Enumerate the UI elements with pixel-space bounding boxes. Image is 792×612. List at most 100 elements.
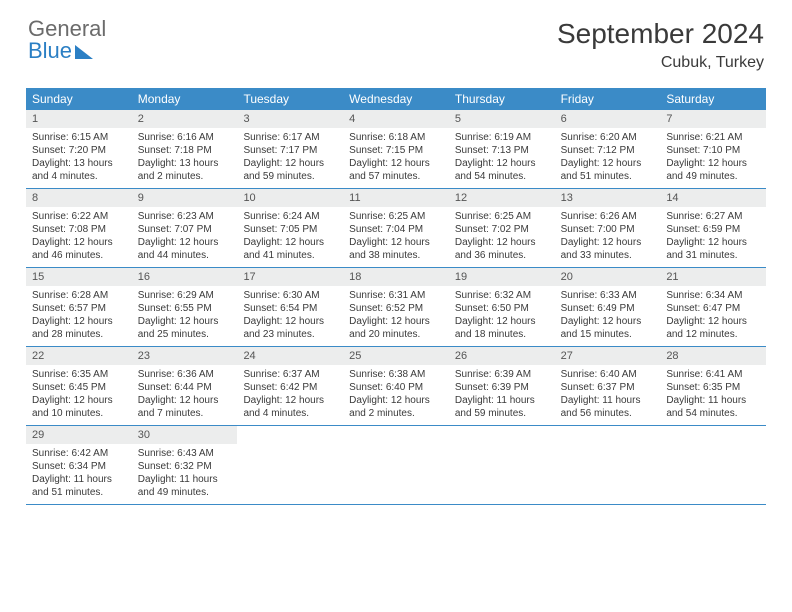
day-cell: 18Sunrise: 6:31 AMSunset: 6:52 PMDayligh… [343, 268, 449, 346]
day-line-d1: Daylight: 12 hours [561, 157, 655, 170]
logo: General Blue [28, 18, 106, 62]
day-line-d2: and 49 minutes. [138, 486, 232, 499]
day-line-sr: Sunrise: 6:27 AM [666, 210, 760, 223]
day-line-d2: and 36 minutes. [455, 249, 549, 262]
day-line-d2: and 49 minutes. [666, 170, 760, 183]
day-line-d1: Daylight: 12 hours [455, 236, 549, 249]
day-line-ss: Sunset: 7:08 PM [32, 223, 126, 236]
day-line-ss: Sunset: 6:32 PM [138, 460, 232, 473]
day-cell: 14Sunrise: 6:27 AMSunset: 6:59 PMDayligh… [660, 189, 766, 267]
day-line-d1: Daylight: 12 hours [561, 315, 655, 328]
day-line-sr: Sunrise: 6:23 AM [138, 210, 232, 223]
day-number: 20 [555, 268, 661, 286]
day-line-d1: Daylight: 13 hours [32, 157, 126, 170]
day-line-d2: and 31 minutes. [666, 249, 760, 262]
day-content: Sunrise: 6:41 AMSunset: 6:35 PMDaylight:… [660, 365, 766, 424]
day-line-sr: Sunrise: 6:32 AM [455, 289, 549, 302]
day-content: Sunrise: 6:16 AMSunset: 7:18 PMDaylight:… [132, 128, 238, 187]
day-line-ss: Sunset: 7:10 PM [666, 144, 760, 157]
day-line-d1: Daylight: 12 hours [666, 157, 760, 170]
day-content: Sunrise: 6:19 AMSunset: 7:13 PMDaylight:… [449, 128, 555, 187]
day-line-sr: Sunrise: 6:40 AM [561, 368, 655, 381]
day-line-ss: Sunset: 6:57 PM [32, 302, 126, 315]
week-row: 29Sunrise: 6:42 AMSunset: 6:34 PMDayligh… [26, 426, 766, 505]
day-line-ss: Sunset: 7:18 PM [138, 144, 232, 157]
day-cell: 16Sunrise: 6:29 AMSunset: 6:55 PMDayligh… [132, 268, 238, 346]
day-line-sr: Sunrise: 6:20 AM [561, 131, 655, 144]
day-line-d2: and 18 minutes. [455, 328, 549, 341]
day-line-d2: and 54 minutes. [455, 170, 549, 183]
day-line-d1: Daylight: 12 hours [349, 394, 443, 407]
day-number: 16 [132, 268, 238, 286]
day-line-sr: Sunrise: 6:17 AM [243, 131, 337, 144]
day-number: 1 [26, 110, 132, 128]
day-line-d2: and 10 minutes. [32, 407, 126, 420]
day-line-sr: Sunrise: 6:34 AM [666, 289, 760, 302]
day-cell: 6Sunrise: 6:20 AMSunset: 7:12 PMDaylight… [555, 110, 661, 188]
logo-line1: General [28, 18, 106, 40]
day-cell: 26Sunrise: 6:39 AMSunset: 6:39 PMDayligh… [449, 347, 555, 425]
day-header: Thursday [449, 88, 555, 110]
day-line-d1: Daylight: 12 hours [243, 157, 337, 170]
day-number: 17 [237, 268, 343, 286]
day-cell: 17Sunrise: 6:30 AMSunset: 6:54 PMDayligh… [237, 268, 343, 346]
day-header: Sunday [26, 88, 132, 110]
day-number: 3 [237, 110, 343, 128]
day-cell: 1Sunrise: 6:15 AMSunset: 7:20 PMDaylight… [26, 110, 132, 188]
day-line-d1: Daylight: 12 hours [243, 394, 337, 407]
day-line-d2: and 25 minutes. [138, 328, 232, 341]
day-cell: 10Sunrise: 6:24 AMSunset: 7:05 PMDayligh… [237, 189, 343, 267]
day-number: 29 [26, 426, 132, 444]
day-cell: 4Sunrise: 6:18 AMSunset: 7:15 PMDaylight… [343, 110, 449, 188]
day-line-d1: Daylight: 12 hours [32, 394, 126, 407]
day-header: Monday [132, 88, 238, 110]
day-line-d2: and 12 minutes. [666, 328, 760, 341]
day-content: Sunrise: 6:25 AMSunset: 7:04 PMDaylight:… [343, 207, 449, 266]
page-header: General Blue September 2024 Cubuk, Turke… [0, 0, 792, 82]
day-line-sr: Sunrise: 6:16 AM [138, 131, 232, 144]
day-line-sr: Sunrise: 6:35 AM [32, 368, 126, 381]
day-cell [449, 426, 555, 504]
day-line-d2: and 59 minutes. [243, 170, 337, 183]
day-content: Sunrise: 6:24 AMSunset: 7:05 PMDaylight:… [237, 207, 343, 266]
day-line-ss: Sunset: 7:20 PM [32, 144, 126, 157]
day-line-d2: and 15 minutes. [561, 328, 655, 341]
day-line-ss: Sunset: 7:02 PM [455, 223, 549, 236]
day-content: Sunrise: 6:20 AMSunset: 7:12 PMDaylight:… [555, 128, 661, 187]
day-line-ss: Sunset: 6:47 PM [666, 302, 760, 315]
day-line-d1: Daylight: 12 hours [349, 236, 443, 249]
day-line-d1: Daylight: 11 hours [138, 473, 232, 486]
day-line-d2: and 7 minutes. [138, 407, 232, 420]
day-line-d2: and 51 minutes. [32, 486, 126, 499]
day-line-d1: Daylight: 12 hours [666, 236, 760, 249]
day-line-ss: Sunset: 6:55 PM [138, 302, 232, 315]
day-line-d1: Daylight: 13 hours [138, 157, 232, 170]
day-line-sr: Sunrise: 6:25 AM [455, 210, 549, 223]
day-line-d2: and 4 minutes. [243, 407, 337, 420]
day-line-sr: Sunrise: 6:39 AM [455, 368, 549, 381]
day-cell: 19Sunrise: 6:32 AMSunset: 6:50 PMDayligh… [449, 268, 555, 346]
day-line-d1: Daylight: 11 hours [455, 394, 549, 407]
day-line-sr: Sunrise: 6:22 AM [32, 210, 126, 223]
day-number: 7 [660, 110, 766, 128]
day-line-sr: Sunrise: 6:37 AM [243, 368, 337, 381]
day-line-d2: and 2 minutes. [349, 407, 443, 420]
day-number: 19 [449, 268, 555, 286]
day-content: Sunrise: 6:15 AMSunset: 7:20 PMDaylight:… [26, 128, 132, 187]
day-number: 5 [449, 110, 555, 128]
day-line-d2: and 23 minutes. [243, 328, 337, 341]
day-content: Sunrise: 6:32 AMSunset: 6:50 PMDaylight:… [449, 286, 555, 345]
day-cell: 23Sunrise: 6:36 AMSunset: 6:44 PMDayligh… [132, 347, 238, 425]
day-line-sr: Sunrise: 6:29 AM [138, 289, 232, 302]
day-line-ss: Sunset: 6:39 PM [455, 381, 549, 394]
day-number: 4 [343, 110, 449, 128]
day-header: Wednesday [343, 88, 449, 110]
day-line-ss: Sunset: 6:54 PM [243, 302, 337, 315]
day-line-ss: Sunset: 7:07 PM [138, 223, 232, 236]
day-cell: 28Sunrise: 6:41 AMSunset: 6:35 PMDayligh… [660, 347, 766, 425]
day-line-ss: Sunset: 7:00 PM [561, 223, 655, 236]
day-number: 27 [555, 347, 661, 365]
day-number: 24 [237, 347, 343, 365]
day-line-d1: Daylight: 12 hours [349, 157, 443, 170]
day-number: 10 [237, 189, 343, 207]
